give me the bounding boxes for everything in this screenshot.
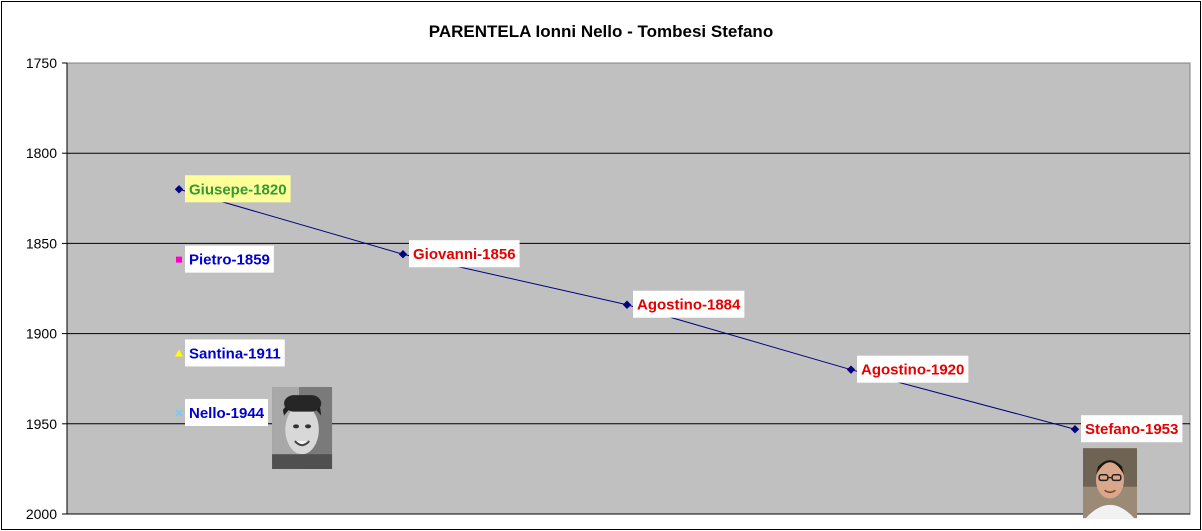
plot-area	[66, 62, 1191, 515]
data-label: Giovanni-1856	[409, 240, 520, 268]
stefano-photo	[1083, 448, 1137, 519]
data-point	[175, 409, 183, 417]
series-markers	[174, 185, 1080, 434]
data-label-box	[185, 245, 274, 273]
data-label: Agostino-1884	[633, 290, 745, 318]
data-label-text: Pietro-1859	[189, 252, 270, 269]
photos	[272, 386, 1137, 519]
data-label-box	[185, 339, 285, 367]
data-point	[1070, 425, 1080, 434]
data-point	[622, 300, 632, 309]
data-labels: Giusepe-1820 Giovanni-1856 Agostino-1884 Ag…	[185, 175, 1183, 443]
data-label-text: Giusepe-1820	[189, 181, 287, 198]
data-label: Nello-1944	[185, 398, 269, 426]
data-label-text: Santina-1911	[189, 345, 281, 362]
data-label-box	[1081, 415, 1183, 443]
gridlines	[67, 152, 1190, 515]
data-label: Agostino-1920	[857, 355, 969, 383]
y-tick-label: 1950	[26, 416, 57, 432]
data-label-box	[185, 398, 269, 426]
data-label: Pietro-1859	[185, 245, 274, 273]
data-label-box	[633, 290, 745, 318]
data-label-text: Agostino-1884	[637, 297, 741, 314]
data-label-text: Nello-1944	[189, 405, 265, 422]
data-point	[175, 349, 183, 357]
chart-title: PARENTELA Ionni Nello - Tombesi Stefano	[429, 22, 773, 41]
y-tick-label: 1850	[26, 235, 57, 251]
data-point	[174, 185, 184, 194]
data-label: Stefano-1953	[1081, 415, 1183, 443]
y-tick-label: 1900	[26, 326, 57, 342]
data-point	[398, 250, 408, 259]
y-tick-label: 1750	[26, 55, 57, 71]
data-label-text: Giovanni-1856	[413, 246, 516, 263]
data-label: Giusepe-1820	[185, 175, 291, 203]
data-label-box	[857, 355, 969, 383]
data-label-text: Agostino-1920	[861, 362, 964, 379]
y-tick-label: 2000	[26, 506, 57, 522]
data-label-box	[185, 175, 291, 203]
nello-photo	[272, 386, 333, 469]
data-label: Santina-1911	[185, 339, 285, 367]
data-point	[846, 365, 856, 374]
data-label-box	[409, 240, 520, 268]
y-axis: 1750 1800 1850 1900 1950 2000	[26, 55, 68, 522]
data-point	[176, 256, 182, 263]
data-label-text: Stefano-1953	[1085, 421, 1178, 438]
y-tick-label: 1800	[26, 145, 57, 161]
